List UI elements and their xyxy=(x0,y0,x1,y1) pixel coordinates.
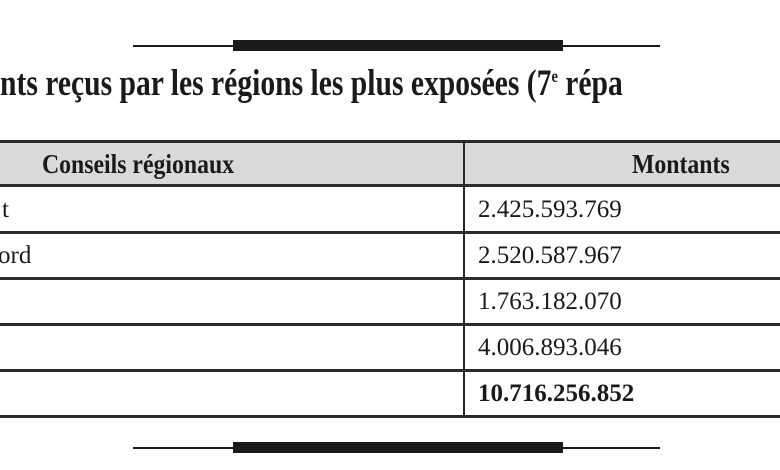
table-row: t 2.425.593.769 xyxy=(0,187,780,234)
title-superscript: e xyxy=(551,66,558,86)
table-row: ord 2.520.587.967 xyxy=(0,234,780,280)
region-cell: t xyxy=(2,196,9,223)
column-divider xyxy=(463,140,465,416)
table-row: 1.763.182.070 xyxy=(0,280,780,326)
title-text: nts reçus par les régions les plus expos… xyxy=(0,63,552,104)
amount-cell: 4.006.893.046 xyxy=(478,334,622,361)
table-header-row: Conseils régionaux Montants xyxy=(0,140,780,187)
amount-cell: 2.520.587.967 xyxy=(478,242,622,269)
header-regional-councils: Conseils régionaux xyxy=(42,149,235,179)
bottom-rule-bar xyxy=(233,442,563,453)
top-rule-bar xyxy=(233,40,563,51)
table-total-row: 10.716.256.852 xyxy=(0,372,780,418)
amount-cell: 2.425.593.769 xyxy=(478,196,622,223)
table-title: nts reçus par les régions les plus expos… xyxy=(0,62,623,105)
header-amounts: Montants xyxy=(632,149,730,179)
amount-cell: 1.763.182.070 xyxy=(478,288,622,315)
total-amount-cell: 10.716.256.852 xyxy=(478,380,635,407)
title-text-end: répa xyxy=(557,63,623,104)
region-cell: ord xyxy=(0,242,32,269)
table-row: 4.006.893.046 xyxy=(0,326,780,372)
